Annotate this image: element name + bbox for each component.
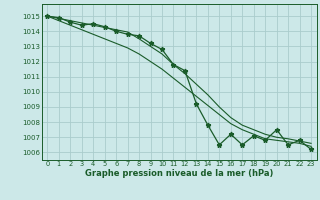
X-axis label: Graphe pression niveau de la mer (hPa): Graphe pression niveau de la mer (hPa): [85, 169, 273, 178]
